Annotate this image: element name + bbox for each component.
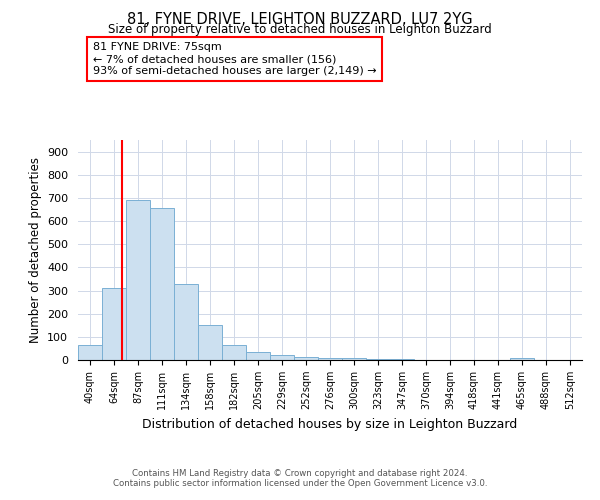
Bar [150,208,174,360]
Bar [102,288,126,360]
X-axis label: Distribution of detached houses by size in Leighton Buzzard: Distribution of detached houses by size … [142,418,518,430]
Bar [342,358,366,360]
Text: 81 FYNE DRIVE: 75sqm
← 7% of detached houses are smaller (156)
93% of semi-detac: 81 FYNE DRIVE: 75sqm ← 7% of detached ho… [93,42,377,76]
Text: 81, FYNE DRIVE, LEIGHTON BUZZARD, LU7 2YG: 81, FYNE DRIVE, LEIGHTON BUZZARD, LU7 2Y… [127,12,473,28]
Bar [270,356,294,360]
Bar [222,345,246,360]
Bar [246,352,270,360]
Bar [78,346,102,360]
Bar [174,284,198,360]
Bar [510,358,534,360]
Bar [126,200,150,360]
Y-axis label: Number of detached properties: Number of detached properties [29,157,41,343]
Text: Size of property relative to detached houses in Leighton Buzzard: Size of property relative to detached ho… [108,24,492,36]
Text: Contains public sector information licensed under the Open Government Licence v3: Contains public sector information licen… [113,478,487,488]
Bar [318,358,342,360]
Bar [294,357,318,360]
Text: Contains HM Land Registry data © Crown copyright and database right 2024.: Contains HM Land Registry data © Crown c… [132,468,468,477]
Bar [198,326,222,360]
Bar [366,359,390,360]
